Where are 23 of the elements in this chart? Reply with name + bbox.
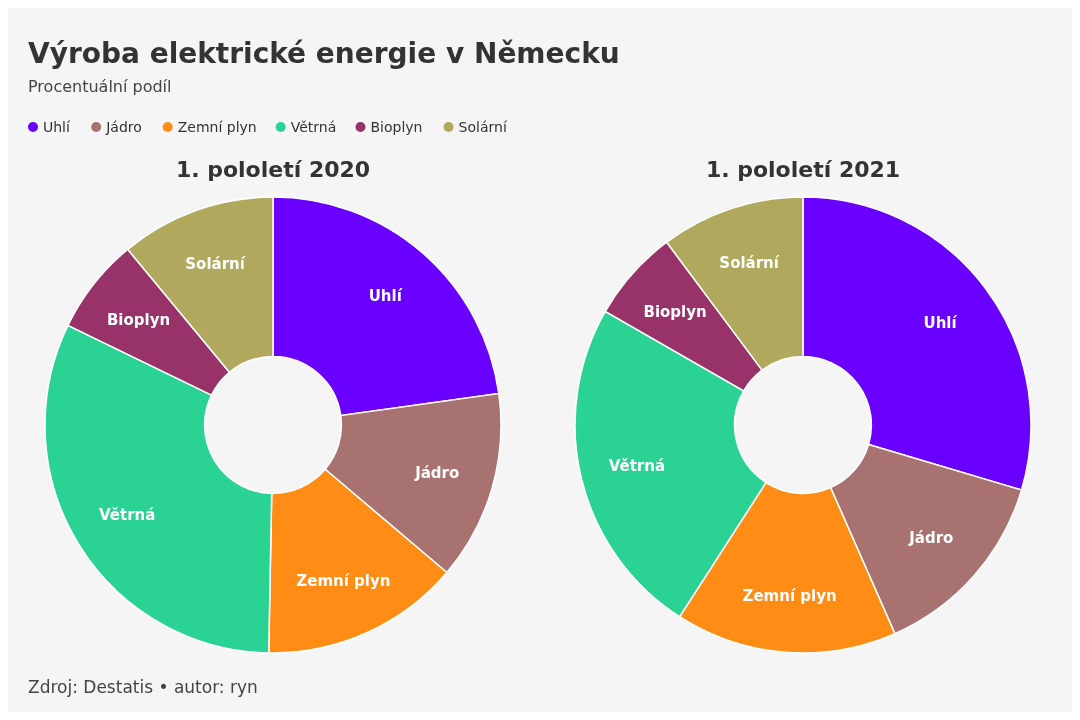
slice-label: Uhlí [923,314,958,333]
slice-label: Solární [185,255,246,274]
legend-label: Bioplyn [370,119,423,135]
text: Zdroj: Destatis • autor: ryn [28,677,258,697]
slice-label: Větrná [608,456,666,475]
slice-label: Bioplyn [106,310,171,329]
slice-label: Bioplyn [643,302,707,321]
text: 1. pololetí 2020 [175,157,371,182]
legend-label: Větrná [290,119,337,135]
slice-label: Jádro [414,463,460,482]
legend-label: Uhlí [43,119,72,135]
slice-label: Zemní plyn [296,572,391,591]
legend-label: Jádro [105,119,142,135]
slice-label: Zemní plyn [742,586,837,605]
slice-label: Jádro [908,529,954,548]
slice-label: Větrná [99,505,156,524]
text: Výroba elektrické energie v Německu [28,37,620,70]
legend-label: Zemní plyn [177,119,257,135]
text: Procentuální podíl [28,77,172,96]
chart-title: 1. pololetí 2021 [705,157,901,182]
slice-label: Uhlí [368,287,403,306]
slice-label: Solární [719,253,780,272]
legend-label: Solární [458,119,508,135]
